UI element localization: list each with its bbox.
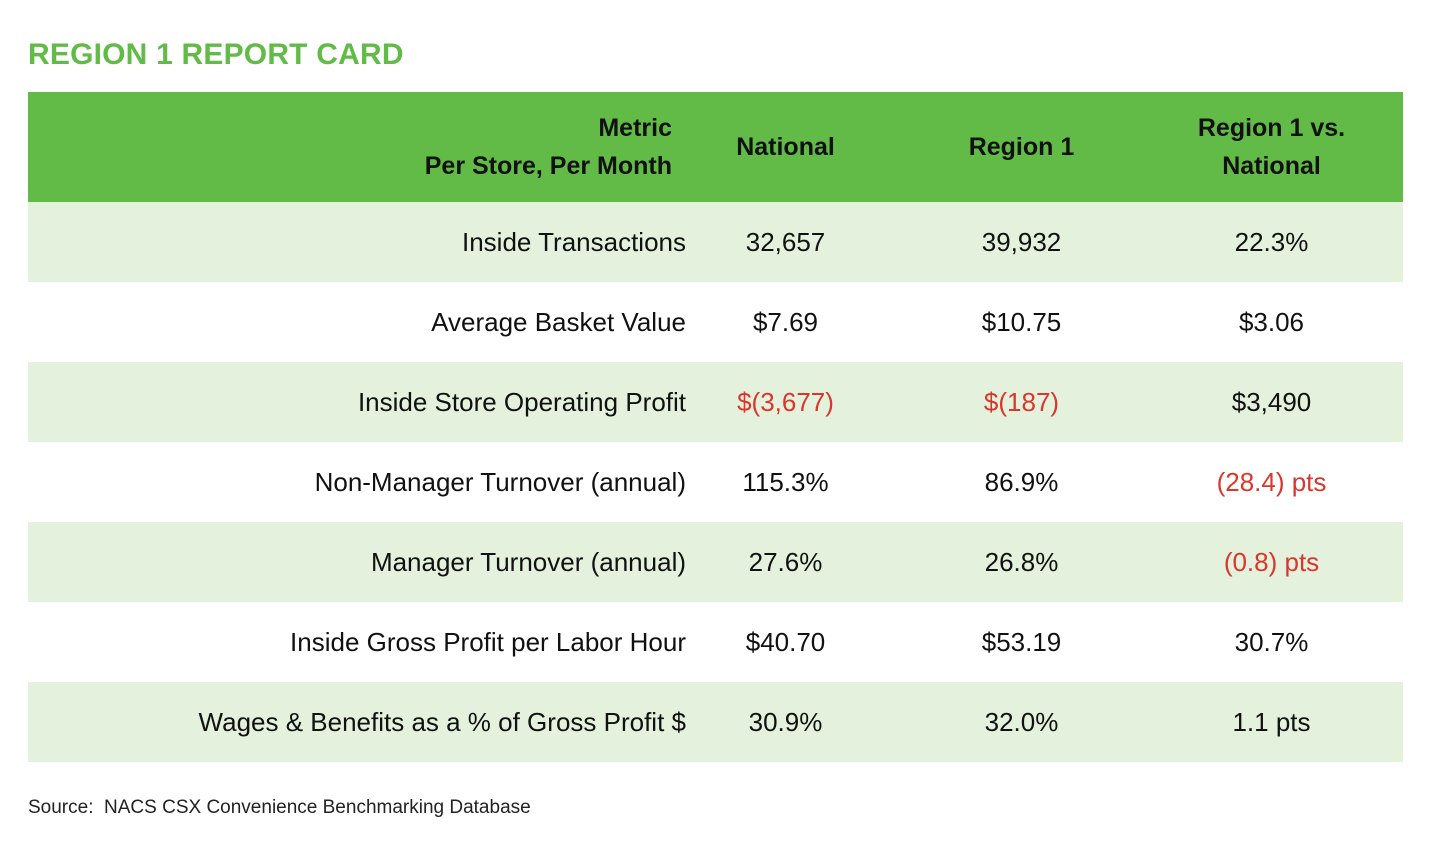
header-metric-line2: Per Store, Per Month <box>424 152 672 180</box>
table-row: Average Basket Value $7.69 $10.75 $3.06 <box>28 282 1403 362</box>
national-cell: $7.69 <box>752 306 819 337</box>
metric-label: Inside Gross Profit per Labor Hour <box>290 626 686 657</box>
header-national: National <box>736 133 835 161</box>
national-cell: 30.9% <box>748 706 823 737</box>
metric-label: Average Basket Value <box>431 306 686 337</box>
metric-label: Inside Transactions <box>461 226 686 257</box>
region-cell: 39,932 <box>981 226 1062 257</box>
diff-cell: 30.7% <box>1234 626 1309 657</box>
diff-cell: $3,490 <box>1231 386 1312 417</box>
metric-cell: Manager Turnover (annual) <box>28 522 686 602</box>
metric-cell: Inside Gross Profit per Labor Hour <box>28 602 686 682</box>
diff-cell: 22.3% <box>1234 226 1309 257</box>
region-cell: $10.75 <box>981 306 1062 337</box>
diff-cell: (0.8) pts <box>1223 546 1320 577</box>
region-cell: $53.19 <box>981 626 1062 657</box>
metric-cell: Non-Manager Turnover (annual) <box>28 442 686 522</box>
header-diff-line2: National <box>1222 152 1321 180</box>
table-row: Inside Gross Profit per Labor Hour $40.7… <box>28 602 1403 682</box>
metric-label: Inside Store Operating Profit <box>357 386 686 417</box>
region-cell: 26.8% <box>984 546 1059 577</box>
diff-cell: $3.06 <box>1238 306 1305 337</box>
source-note: Source: NACS CSX Convenience Benchmarkin… <box>28 797 531 818</box>
table-row: Inside Store Operating Profit $(3,677) $… <box>28 362 1403 442</box>
table-body: Inside Transactions 32,657 39,932 22.3% … <box>28 202 1403 762</box>
metric-cell: Inside Store Operating Profit <box>28 362 686 442</box>
metric-cell: Average Basket Value <box>28 282 686 362</box>
national-cell: $(3,677) <box>737 386 834 417</box>
diff-cell: 1.1 pts <box>1232 706 1311 737</box>
table-row: Wages & Benefits as a % of Gross Profit … <box>28 682 1403 762</box>
metric-label: Wages & Benefits as a % of Gross Profit … <box>198 706 686 737</box>
metric-cell: Inside Transactions <box>28 202 686 282</box>
table-row: Inside Transactions 32,657 39,932 22.3% <box>28 202 1403 282</box>
region-cell: 32.0% <box>984 706 1059 737</box>
table-header: Metric Per Store, Per Month National Reg… <box>28 92 1403 202</box>
metric-label: Non-Manager Turnover (annual) <box>314 466 686 497</box>
national-cell: $40.70 <box>745 626 826 657</box>
header-metric-line1: Metric <box>598 114 672 142</box>
metric-cell: Wages & Benefits as a % of Gross Profit … <box>28 682 686 762</box>
header-diff-line1: Region 1 vs. <box>1197 114 1346 142</box>
metric-label: Manager Turnover (annual) <box>370 546 686 577</box>
header-row: Metric Per Store, Per Month National Reg… <box>28 92 1403 202</box>
table-row: Non-Manager Turnover (annual) 115.3% 86.… <box>28 442 1403 522</box>
header-region: Region 1 <box>968 133 1075 161</box>
header-metric: Metric Per Store, Per Month <box>28 92 672 202</box>
header-diff: Region 1 vs. National <box>1140 92 1403 202</box>
national-cell: 115.3% <box>742 466 829 497</box>
region-cell: $(187) <box>983 386 1060 417</box>
report-title: REGION 1 REPORT CARD <box>28 38 404 71</box>
table-row: Manager Turnover (annual) 27.6% 26.8% (0… <box>28 522 1403 602</box>
diff-cell: (28.4) pts <box>1216 466 1327 497</box>
national-cell: 27.6% <box>748 546 823 577</box>
region-cell: 86.9% <box>984 466 1059 497</box>
report-card-table: Metric Per Store, Per Month National Reg… <box>28 92 1403 762</box>
national-cell: 32,657 <box>745 226 826 257</box>
